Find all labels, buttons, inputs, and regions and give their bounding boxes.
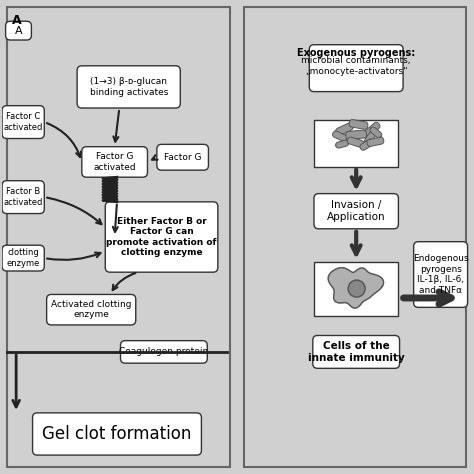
FancyBboxPatch shape: [157, 145, 209, 170]
FancyBboxPatch shape: [314, 262, 399, 316]
Text: Invasion /
Application: Invasion / Application: [327, 201, 385, 222]
FancyBboxPatch shape: [310, 45, 403, 91]
FancyBboxPatch shape: [333, 131, 347, 141]
FancyBboxPatch shape: [360, 139, 374, 150]
FancyBboxPatch shape: [414, 242, 467, 307]
Text: A: A: [15, 26, 22, 36]
FancyBboxPatch shape: [370, 127, 382, 138]
FancyBboxPatch shape: [46, 294, 136, 325]
Text: Coagulogen protein: Coagulogen protein: [119, 347, 209, 356]
Text: (1→3) β-ᴅ-glucan
binding activates: (1→3) β-ᴅ-glucan binding activates: [90, 77, 168, 97]
Text: A: A: [11, 14, 21, 27]
Text: Endogenous
pyrogens
IL-1β, IL-6,
and TNFα: Endogenous pyrogens IL-1β, IL-6, and TNF…: [413, 255, 468, 295]
FancyBboxPatch shape: [33, 413, 201, 455]
FancyBboxPatch shape: [365, 131, 376, 145]
FancyBboxPatch shape: [367, 137, 384, 146]
Circle shape: [348, 280, 365, 297]
FancyBboxPatch shape: [2, 245, 44, 271]
FancyBboxPatch shape: [346, 130, 366, 139]
FancyBboxPatch shape: [120, 341, 207, 363]
FancyBboxPatch shape: [77, 66, 180, 108]
FancyBboxPatch shape: [314, 120, 399, 167]
FancyBboxPatch shape: [105, 202, 218, 272]
Text: Factor G
activated: Factor G activated: [93, 152, 136, 172]
FancyBboxPatch shape: [244, 7, 466, 467]
Text: microbial contaminants,
„monocyte-activators“: microbial contaminants, „monocyte-activa…: [301, 56, 411, 75]
FancyBboxPatch shape: [2, 181, 44, 214]
Text: Factor G: Factor G: [164, 153, 201, 162]
Text: clotting
enzyme: clotting enzyme: [7, 248, 40, 268]
Text: Factor C
activated: Factor C activated: [3, 112, 43, 132]
FancyBboxPatch shape: [82, 147, 147, 177]
FancyBboxPatch shape: [365, 122, 380, 136]
Text: Cells of the
innate immunity: Cells of the innate immunity: [308, 341, 405, 363]
Polygon shape: [328, 268, 383, 308]
FancyBboxPatch shape: [349, 119, 368, 129]
FancyBboxPatch shape: [7, 7, 229, 467]
Text: Either Factor B or
Factor G can
promote activation of
clotting enzyme: Either Factor B or Factor G can promote …: [106, 217, 217, 257]
Text: Exogenous pyrogens:: Exogenous pyrogens:: [297, 48, 415, 58]
Text: Factor B
activated: Factor B activated: [3, 187, 43, 207]
FancyBboxPatch shape: [6, 21, 31, 40]
Text: Gel clot formation: Gel clot formation: [42, 425, 191, 443]
FancyBboxPatch shape: [336, 140, 348, 148]
FancyBboxPatch shape: [2, 106, 44, 138]
FancyBboxPatch shape: [314, 193, 399, 229]
Text: Activated clotting
enzyme: Activated clotting enzyme: [51, 300, 131, 319]
FancyBboxPatch shape: [336, 123, 353, 136]
FancyBboxPatch shape: [313, 336, 400, 368]
FancyBboxPatch shape: [347, 137, 364, 147]
